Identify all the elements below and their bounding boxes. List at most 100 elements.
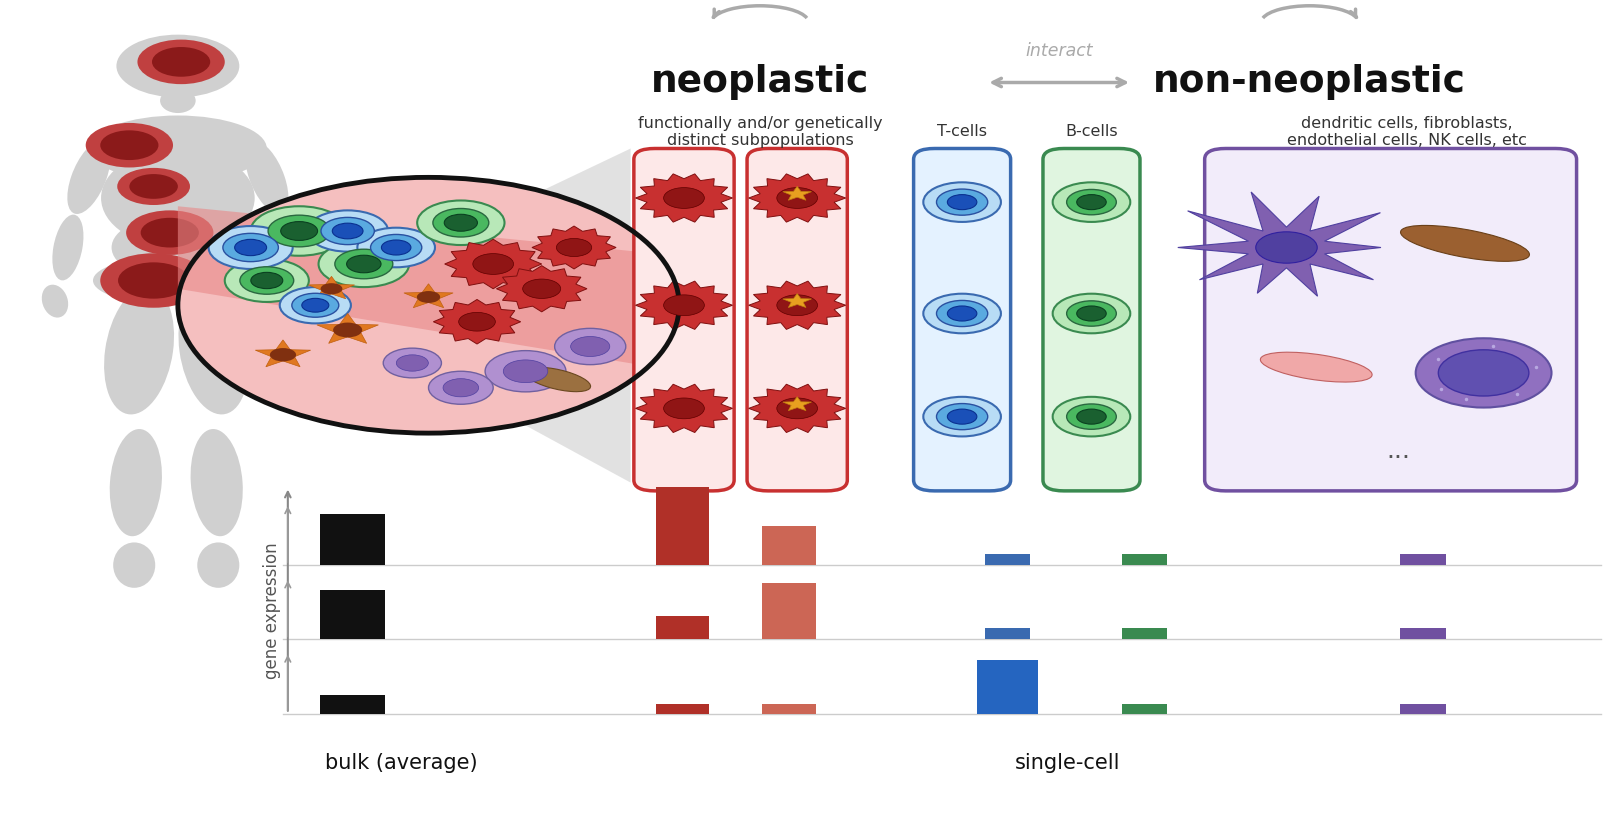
Polygon shape [783,294,812,308]
Text: single-cell: single-cell [1014,753,1121,773]
Circle shape [1067,190,1116,214]
Circle shape [1077,306,1106,321]
Circle shape [923,397,1001,436]
Circle shape [948,306,977,321]
Circle shape [571,337,610,356]
Circle shape [433,209,488,237]
Circle shape [291,293,340,318]
Text: bulk (average): bulk (average) [325,753,477,773]
Polygon shape [255,340,310,367]
Text: dendritic cells, fibroblasts,
endothelial cells, NK cells, etc: dendritic cells, fibroblasts, endothelia… [1287,116,1526,148]
Ellipse shape [52,214,84,280]
Circle shape [556,238,592,257]
Circle shape [663,398,705,419]
Text: neoplastic: neoplastic [652,64,868,101]
Circle shape [281,222,317,240]
Circle shape [239,266,294,295]
Circle shape [445,214,477,231]
Bar [1122,628,1167,639]
Polygon shape [749,281,846,329]
Bar [763,583,815,639]
Bar [1122,704,1167,714]
Circle shape [948,195,977,210]
Circle shape [302,299,328,312]
Circle shape [522,279,561,299]
Ellipse shape [1400,225,1530,262]
Circle shape [417,200,505,245]
Circle shape [357,228,435,267]
Circle shape [936,403,988,430]
Circle shape [383,348,441,378]
Polygon shape [783,397,812,411]
Circle shape [776,398,818,419]
Circle shape [268,215,330,247]
Bar [985,554,1030,565]
Circle shape [370,234,422,261]
Text: functionally and/or genetically
distinct subpopulations: functionally and/or genetically distinct… [637,116,883,148]
Bar [763,526,815,565]
Bar [763,704,815,714]
Polygon shape [496,266,587,312]
Ellipse shape [110,429,162,536]
Circle shape [1077,409,1106,424]
Ellipse shape [100,148,255,248]
Ellipse shape [526,367,590,392]
Polygon shape [635,281,733,329]
Ellipse shape [160,88,196,113]
Polygon shape [445,239,542,289]
Polygon shape [783,186,812,200]
Text: ...: ... [1386,439,1410,464]
Circle shape [472,253,514,275]
Circle shape [396,355,429,371]
Circle shape [1053,397,1130,436]
Ellipse shape [288,285,314,318]
FancyBboxPatch shape [1043,148,1140,491]
Circle shape [555,328,626,365]
Circle shape [251,272,283,289]
Circle shape [251,206,348,256]
Polygon shape [532,226,616,269]
Circle shape [100,130,158,160]
Circle shape [118,167,191,205]
Polygon shape [404,284,453,308]
Bar [320,514,385,565]
Ellipse shape [68,141,110,214]
Circle shape [333,323,362,337]
Circle shape [503,360,548,383]
Bar [657,487,710,565]
Ellipse shape [1260,352,1373,382]
Polygon shape [433,299,521,344]
Circle shape [100,253,207,308]
Circle shape [923,294,1001,333]
FancyBboxPatch shape [914,148,1011,491]
Circle shape [209,226,293,269]
Bar [1400,554,1446,565]
Circle shape [225,259,309,302]
Circle shape [936,300,988,327]
Circle shape [1439,350,1530,396]
Bar [657,616,710,639]
Ellipse shape [178,287,249,414]
Circle shape [923,182,1001,222]
Circle shape [118,262,189,299]
Polygon shape [749,174,846,222]
Circle shape [1053,294,1130,333]
Circle shape [129,174,178,199]
Bar [320,695,385,714]
Polygon shape [178,206,679,371]
Ellipse shape [42,285,68,318]
Text: T-cells: T-cells [938,125,986,139]
Polygon shape [635,174,733,222]
Circle shape [152,47,210,77]
Circle shape [417,291,440,303]
Circle shape [936,189,988,215]
Text: gene expression: gene expression [262,542,281,679]
Bar [977,660,1038,714]
Circle shape [141,218,199,248]
Bar [320,590,385,639]
Circle shape [223,233,278,262]
Circle shape [1067,301,1116,326]
Text: interact: interact [1025,42,1093,60]
Bar [1122,554,1167,565]
Circle shape [663,187,705,209]
